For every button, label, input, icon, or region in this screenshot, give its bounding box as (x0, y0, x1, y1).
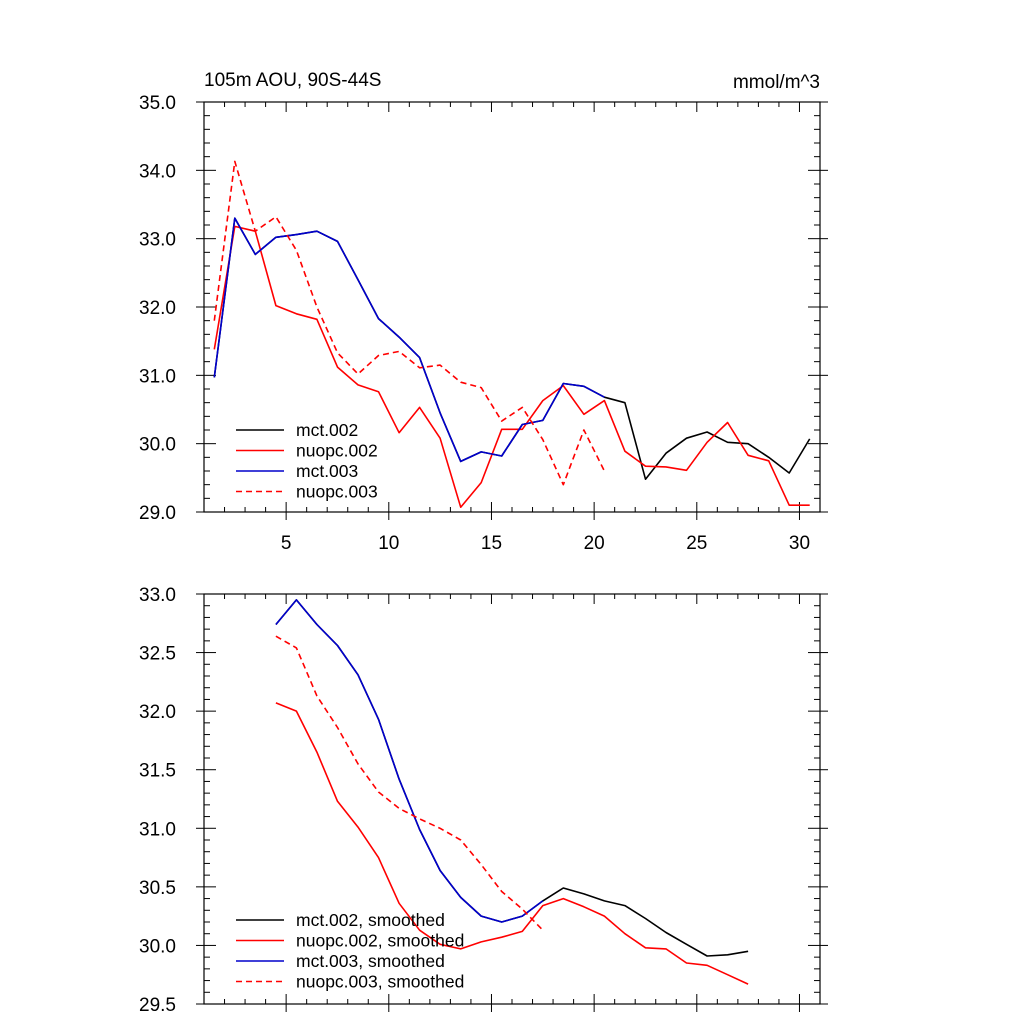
legend-label: nuopc.002 (296, 441, 378, 461)
series-line-nuopc-003 (213, 160, 606, 486)
series-line-mct-003-smoothed (275, 599, 544, 923)
bottom-panel: 29.5 30.0 30.5 31.0 31.5 32.0 32.5 33.0 mct.002,… (139, 585, 828, 1016)
y-tick-label: 35.0 (139, 93, 176, 114)
legend-label: nuopc.003 (296, 482, 378, 502)
y-tick-label: 30.5 (139, 878, 176, 899)
y-tick-label: 33.0 (139, 230, 176, 251)
x-tick-label: 5 (281, 533, 292, 554)
series-line-nuopc-002 (213, 225, 810, 509)
y-tick-label: 31.0 (139, 366, 176, 387)
y-tick-label: 29.5 (139, 995, 176, 1016)
legend-label: mct.002, smoothed (296, 910, 445, 930)
y-tick-label: 33.0 (139, 585, 176, 606)
legend-label: mct.003, smoothed (296, 951, 445, 971)
series-line-nuopc-003-smoothed (275, 635, 544, 931)
y-tick-label: 32.0 (139, 298, 176, 319)
y-tick-label: 30.0 (139, 435, 176, 456)
series-line-mct-003 (213, 217, 605, 463)
chart-title: 105m AOU, 90S-44S (204, 70, 381, 91)
y-tick-label: 34.0 (139, 161, 176, 182)
series-line-nuopc-002-smoothed (275, 702, 749, 985)
legend-label: nuopc.002, smoothed (296, 931, 464, 951)
units-label: mmol/m^3 (733, 72, 820, 93)
legend-label: mct.003 (296, 461, 358, 481)
y-tick-label: 32.5 (139, 644, 176, 665)
y-tick-label: 32.0 (139, 702, 176, 723)
y-tick-label: 31.5 (139, 761, 176, 782)
legend-label: mct.002 (296, 420, 358, 440)
series-line-mct-002-smoothed (275, 599, 749, 957)
x-tick-label: 20 (584, 533, 605, 554)
top-panel: 5 10 15 20 25 30 29.0 30.0 31.0 32.0 33.0 34.0 35.0 1… (139, 70, 828, 554)
x-tick-label: 10 (378, 533, 399, 554)
y-tick-label: 31.0 (139, 819, 176, 840)
y-tick-label: 30.0 (139, 936, 176, 957)
x-tick-label: 25 (686, 533, 707, 554)
y-tick-label: 29.0 (139, 503, 176, 524)
x-tick-label: 30 (789, 533, 810, 554)
x-tick-label: 15 (481, 533, 502, 554)
legend-label: nuopc.003, smoothed (296, 972, 464, 992)
